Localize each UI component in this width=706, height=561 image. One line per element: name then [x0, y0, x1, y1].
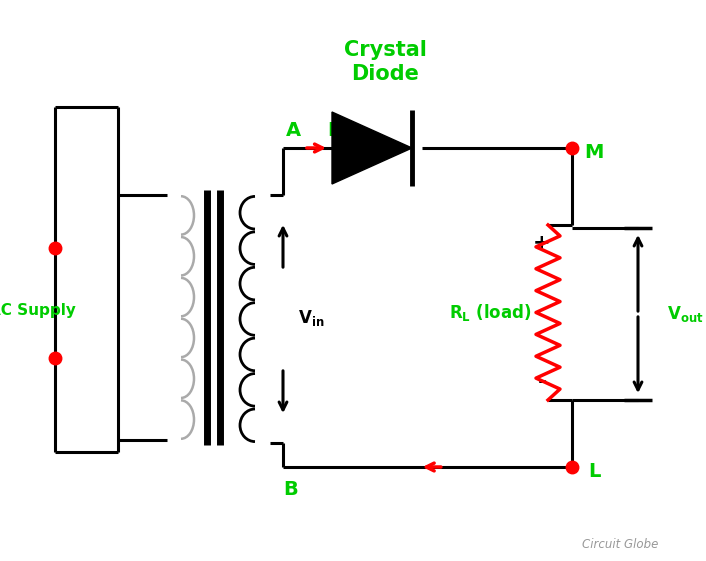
Text: $\mathbf{V_{out}}$: $\mathbf{V_{out}}$ [666, 304, 703, 324]
Text: I: I [328, 121, 335, 140]
Text: -: - [537, 372, 546, 392]
Polygon shape [332, 112, 412, 184]
Text: L: L [588, 462, 600, 481]
Text: A: A [285, 121, 301, 140]
Text: +: + [533, 233, 551, 253]
Text: B: B [284, 480, 299, 499]
Text: AC Supply: AC Supply [0, 302, 76, 318]
Text: M: M [585, 142, 604, 162]
Text: $\mathbf{V_{in}}$: $\mathbf{V_{in}}$ [298, 307, 324, 328]
Text: Crystal
Diode: Crystal Diode [344, 40, 426, 84]
Text: $\mathbf{R_L}$ (load): $\mathbf{R_L}$ (load) [449, 302, 532, 323]
Text: Circuit Globe: Circuit Globe [582, 539, 658, 551]
